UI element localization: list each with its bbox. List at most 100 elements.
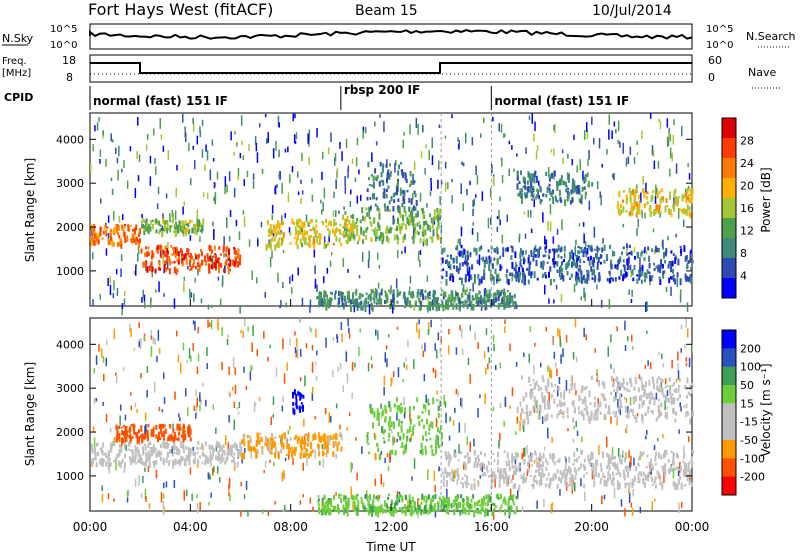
- echo-cell: [637, 252, 640, 259]
- scatter-echo: [680, 324, 683, 330]
- echo-cell: [557, 254, 560, 258]
- scatter-echo: [329, 260, 332, 267]
- scatter-echo: [413, 359, 415, 369]
- echo-cell: [482, 256, 485, 262]
- echo-cell: [542, 194, 545, 197]
- echo-cell: [382, 430, 385, 435]
- echo-cell: [242, 434, 245, 441]
- echo-cell: [683, 245, 686, 252]
- echo-cell: [358, 303, 361, 308]
- scatter-echo: [163, 265, 165, 274]
- echo-cell: [180, 455, 183, 461]
- scatter-echo: [126, 490, 129, 498]
- echo-cell: [429, 305, 432, 312]
- echo-cell: [599, 411, 602, 415]
- echo-cell: [670, 213, 673, 217]
- echo-cell: [449, 454, 452, 458]
- echo-cell: [396, 411, 399, 416]
- echo-cell: [487, 249, 490, 253]
- scatter-echo: [107, 278, 109, 286]
- echo-cell: [643, 399, 645, 405]
- scatter-echo: [292, 457, 294, 465]
- scatter-echo: [509, 488, 512, 500]
- echo-cell: [669, 261, 672, 267]
- scatter-echo: [603, 494, 606, 500]
- echo-cell: [671, 260, 674, 267]
- scatter-echo: [646, 330, 648, 334]
- scatter-echo: [92, 426, 95, 432]
- cpid-segment-label: normal (fast) 151 IF: [494, 94, 629, 108]
- echo-cell: [625, 210, 628, 213]
- scatter-echo: [649, 113, 652, 119]
- echo-cell: [475, 457, 477, 463]
- scatter-echo: [691, 344, 693, 352]
- echo-cell: [569, 200, 572, 205]
- echo-cell: [619, 210, 621, 216]
- echo-cell: [396, 405, 399, 411]
- scatter-echo: [122, 214, 124, 221]
- echo-cell: [265, 243, 268, 249]
- scatter-echo: [377, 282, 380, 289]
- scatter-echo: [169, 213, 171, 222]
- scatter-echo: [512, 474, 514, 480]
- echo-cell: [426, 304, 429, 310]
- echo-cell: [320, 291, 322, 299]
- echo-cell: [280, 242, 283, 247]
- scatter-echo: [230, 131, 232, 141]
- echo-cell: [656, 378, 659, 382]
- echo-cell: [297, 435, 300, 441]
- echo-cell: [170, 437, 173, 442]
- echo-cell: [277, 220, 280, 227]
- echo-cell: [310, 235, 312, 238]
- echo-cell: [473, 502, 476, 508]
- echo-cell: [632, 396, 635, 400]
- echo-cell: [189, 428, 192, 435]
- echo-cell: [633, 191, 636, 194]
- scatter-echo: [419, 250, 422, 255]
- echo-cell: [224, 460, 227, 465]
- echo-cell: [480, 451, 482, 455]
- echo-cell: [113, 227, 116, 234]
- echo-cell: [328, 303, 331, 309]
- echo-cell: [111, 240, 114, 247]
- scatter-echo: [232, 386, 234, 391]
- scatter-echo: [429, 228, 432, 233]
- noise-tick-left-top: 10^5: [50, 24, 77, 35]
- echo-cell: [365, 228, 368, 233]
- echo-cell: [414, 206, 417, 211]
- scatter-echo: [457, 137, 459, 142]
- echo-cell: [618, 398, 621, 402]
- scatter-echo: [544, 284, 546, 295]
- echo-cell: [135, 462, 138, 465]
- scatter-echo: [476, 232, 479, 242]
- scatter-echo: [221, 326, 223, 337]
- scatter-echo: [240, 115, 243, 126]
- echo-cell: [454, 453, 457, 458]
- echo-cell: [646, 201, 649, 205]
- echo-cell: [557, 180, 560, 186]
- scatter-echo: [282, 282, 284, 289]
- echo-cell: [575, 469, 578, 476]
- scatter-echo: [545, 326, 547, 332]
- scatter-echo: [503, 133, 505, 139]
- echo-cell: [327, 227, 329, 231]
- echo-cell: [354, 291, 357, 294]
- echo-cell: [401, 508, 404, 514]
- scatter-echo: [299, 377, 302, 382]
- echo-cell: [646, 269, 649, 274]
- echo-cell: [503, 295, 506, 303]
- echo-cell: [337, 443, 340, 447]
- scatter-echo: [636, 152, 639, 156]
- echo-cell: [306, 230, 309, 236]
- echo-cell: [664, 473, 666, 478]
- echo-cell: [675, 413, 678, 416]
- echo-cell: [478, 247, 481, 252]
- scatter-echo: [554, 362, 557, 368]
- scatter-echo: [144, 467, 146, 472]
- echo-cell: [664, 205, 667, 213]
- echo-cell: [334, 290, 337, 294]
- scatter-echo: [368, 250, 370, 261]
- scatter-echo: [143, 294, 146, 302]
- power-heatmap: [90, 113, 694, 316]
- echo-cell: [608, 406, 611, 412]
